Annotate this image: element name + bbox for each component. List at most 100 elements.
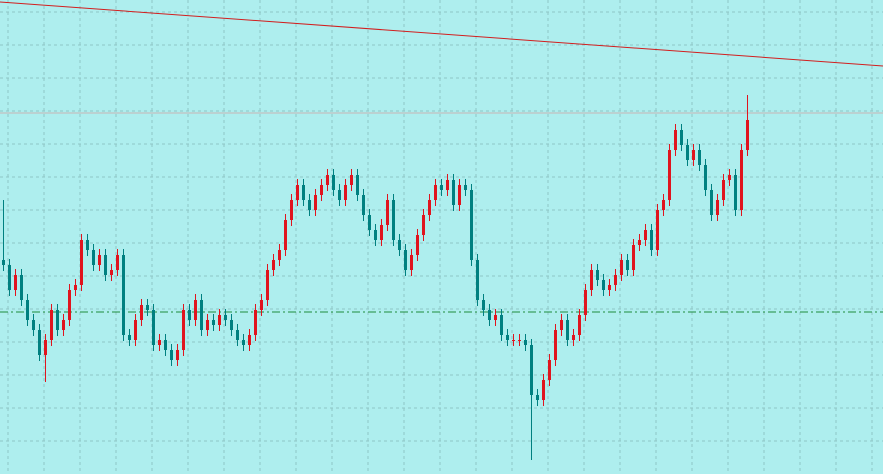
candle-body <box>596 270 599 280</box>
candle-body <box>206 320 209 330</box>
candle-body <box>14 275 17 290</box>
candle-body <box>290 200 293 220</box>
candle-body <box>722 180 725 200</box>
candle-body <box>146 305 149 310</box>
candle-body <box>248 335 251 345</box>
candle-body <box>392 200 395 240</box>
candle-body <box>548 360 551 380</box>
candle-body <box>380 225 383 240</box>
candle-body <box>632 245 635 270</box>
candle-body <box>50 310 53 340</box>
candle-body <box>674 130 677 150</box>
candle-body <box>176 350 179 360</box>
candle-body <box>626 260 629 270</box>
candle-body <box>158 340 161 345</box>
candle-body <box>368 215 371 230</box>
candle-body <box>44 340 47 355</box>
candle-body <box>218 315 221 325</box>
candle-body <box>572 335 575 340</box>
candle-body <box>638 240 641 245</box>
candle-body <box>662 200 665 210</box>
candle-body <box>320 185 323 195</box>
candle-body <box>128 335 131 340</box>
candle-body <box>398 240 401 250</box>
candle-body <box>242 340 245 345</box>
candle-body <box>566 320 569 340</box>
candle-body <box>692 150 695 160</box>
candle-body <box>332 175 335 190</box>
candle-body <box>56 310 59 330</box>
candle-body <box>446 180 449 190</box>
candle-body <box>494 315 497 320</box>
candle-body <box>8 265 11 290</box>
candle-body <box>98 255 101 265</box>
candle-body <box>92 250 95 265</box>
candle-body <box>230 320 233 330</box>
candle-body <box>344 185 347 200</box>
candle-body <box>2 260 5 265</box>
candle-body <box>404 250 407 270</box>
candle-body <box>164 340 167 350</box>
candle-body <box>530 345 533 395</box>
candle-body <box>350 175 353 185</box>
candle-body <box>578 315 581 335</box>
candle-body <box>386 200 389 225</box>
candle-body <box>434 185 437 200</box>
candle-body <box>110 270 113 275</box>
candle-body <box>536 395 539 400</box>
candle-body <box>254 310 257 335</box>
candle-body <box>524 340 527 345</box>
candle-body <box>296 185 299 200</box>
candle-body <box>80 240 83 285</box>
candle-body <box>26 300 29 320</box>
candle-body <box>440 185 443 190</box>
candle-body <box>140 305 143 320</box>
candle-body <box>314 195 317 210</box>
candle-body <box>746 120 749 150</box>
candle-body <box>266 270 269 300</box>
candle-body <box>644 230 647 240</box>
candle-body <box>584 290 587 315</box>
candle-body <box>302 185 305 200</box>
candle-body <box>236 330 239 340</box>
candle-body <box>728 175 731 180</box>
candle-body <box>680 130 683 145</box>
candle-body <box>20 275 23 300</box>
candle-body <box>122 255 125 335</box>
candle-body <box>104 255 107 275</box>
candle-body <box>374 230 377 240</box>
candle-body <box>698 150 701 165</box>
candle-body <box>620 260 623 275</box>
candle-body <box>614 275 617 285</box>
candle-body <box>74 285 77 290</box>
candle-body <box>656 210 659 250</box>
candle-body <box>356 175 359 195</box>
candle-body <box>428 200 431 215</box>
candle-body <box>590 270 593 290</box>
candle-body <box>650 230 653 250</box>
candle-body <box>170 350 173 360</box>
candle-body <box>338 190 341 200</box>
candle-body <box>68 290 71 320</box>
candle-body <box>506 335 509 340</box>
candle-body <box>512 340 515 341</box>
candle-body <box>284 220 287 250</box>
candle-body <box>182 310 185 350</box>
candle-body <box>116 255 119 270</box>
candle-body <box>686 145 689 160</box>
candle-body <box>554 330 557 360</box>
candle-body <box>194 300 197 320</box>
candle-body <box>422 215 425 235</box>
candle-body <box>86 240 89 250</box>
candle-body <box>362 195 365 215</box>
candle-body <box>476 260 479 300</box>
candle-body <box>260 300 263 310</box>
candle-body <box>224 315 227 320</box>
candle-body <box>608 285 611 290</box>
candle-body <box>704 165 707 190</box>
candle-body <box>272 260 275 270</box>
candle-body <box>740 150 743 210</box>
candle-body <box>716 200 719 215</box>
